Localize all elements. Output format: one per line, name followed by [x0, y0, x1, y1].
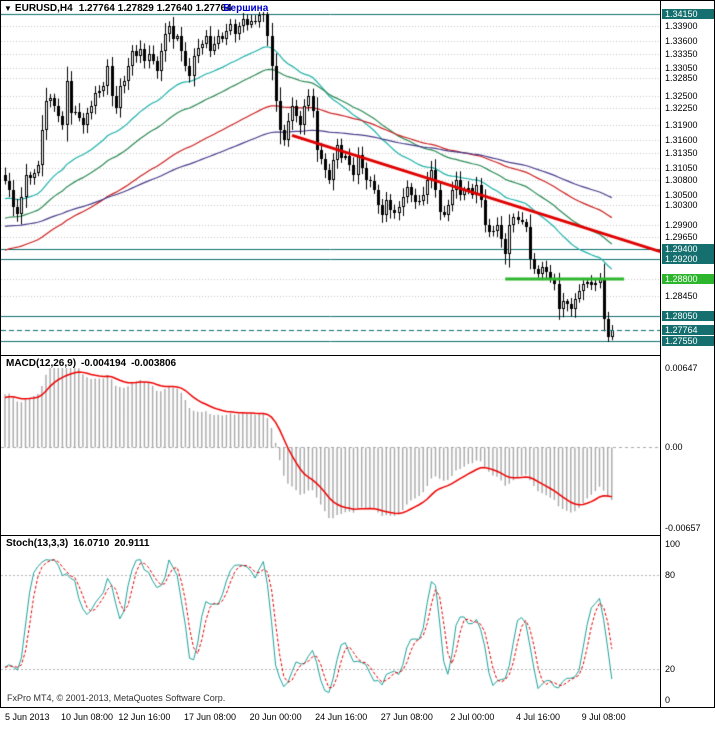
price-axis[interactable]: 1.34150 1.33900 1.33600 1.33350 1.33050 1.328… — [660, 1, 714, 707]
chart-symbol-timeframe: EURUSD,H4 — [14, 3, 73, 14]
price-level-label: 1.27550 — [662, 336, 714, 346]
broker-watermark: FxPro MT4, © 2001-2013, MetaQuotes Softw… — [7, 693, 226, 703]
time-axis[interactable]: 5 Jun 2013 10 Jun 08:00 12 Jun 16:00 17 Jun… — [0, 708, 715, 730]
time-axis-label: 4 Jul 16:00 — [515, 712, 561, 722]
panel-separator[interactable] — [1, 355, 714, 356]
price-tick-label: 1.32850 — [665, 73, 698, 83]
price-tick-label: 1.31050 — [665, 163, 698, 173]
price-level-label: 1.29400 — [662, 244, 714, 254]
macd-axis-label: -0.00657 — [665, 523, 701, 533]
price-chart-canvas[interactable] — [1, 1, 660, 355]
price-tick-label: 1.33600 — [665, 36, 698, 46]
price-tick-label: 1.31350 — [665, 148, 698, 158]
time-axis-label: 9 Jul 08:00 — [581, 712, 626, 722]
price-level-label: 1.27764 — [662, 325, 714, 335]
stoch-value-k: 16.0710 — [73, 538, 110, 549]
stoch-indicator-name: Stoch(13,3,3) — [6, 538, 69, 549]
price-level-label: 1.34150 — [662, 9, 714, 19]
price-tick-label: 1.31900 — [665, 120, 698, 130]
stoch-axis-label: 100 — [665, 539, 681, 549]
chart-ohlc-header: ▼ EURUSD,H4 1.27764 1.27829 1.27640 1.2776… — [4, 3, 232, 14]
time-axis-label: 5 Jun 2013 — [5, 712, 50, 722]
stoch-indicator-header: Stoch(13,3,3) 16.0710 20.9111 — [6, 538, 154, 549]
stoch-axis-label: 80 — [665, 570, 676, 580]
price-tick-label: 1.30300 — [665, 200, 698, 210]
price-tick-label: 1.33900 — [665, 21, 698, 31]
chart-ohlc-values: 1.27764 1.27829 1.27640 1.27764 — [78, 3, 232, 14]
macd-indicator-name: MACD(12,26,9) — [6, 358, 77, 369]
price-tick-label: 1.28450 — [665, 291, 698, 301]
peak-annotation: Вершина — [223, 3, 269, 14]
price-tick-label: 1.30800 — [665, 175, 698, 185]
stoch-axis-label: 0 — [665, 695, 671, 705]
macd-axis-label: 0.00647 — [665, 363, 698, 373]
stochastic-canvas[interactable] — [1, 536, 660, 707]
time-axis-label: 17 Jun 08:00 — [183, 712, 237, 722]
stoch-value-d: 20.9111 — [114, 538, 150, 549]
chart-dropdown-icon[interactable]: ▼ — [4, 4, 12, 13]
panel-separator[interactable] — [1, 535, 714, 536]
time-axis-label: 10 Jun 08:00 — [60, 712, 114, 722]
chart-frame: 1.34150 1.33900 1.33600 1.33350 1.33050 1.328… — [0, 0, 715, 708]
macd-value-signal: -0.003806 — [131, 358, 177, 369]
price-tick-label: 1.31600 — [665, 135, 698, 145]
price-tick-label: 1.32250 — [665, 103, 698, 113]
time-axis-label: 2 Jul 00:00 — [450, 712, 495, 722]
price-tick-label: 1.29650 — [665, 232, 698, 242]
macd-canvas[interactable] — [1, 356, 660, 535]
price-level-label: 1.29200 — [662, 254, 714, 264]
macd-value-main: -0.004194 — [81, 358, 127, 369]
time-axis-label: 12 Jun 16:00 — [118, 712, 171, 722]
macd-axis-label: 0.00 — [665, 442, 683, 452]
time-axis-label: 24 Jun 16:00 — [315, 712, 368, 722]
price-tick-label: 1.33050 — [665, 63, 698, 73]
macd-indicator-header: MACD(12,26,9) -0.004194 -0.003806 — [6, 358, 181, 369]
stoch-axis-label: 20 — [665, 664, 676, 674]
price-tick-label: 1.33350 — [665, 49, 698, 59]
price-tick-label: 1.29900 — [665, 220, 698, 230]
price-tick-label: 1.32500 — [665, 91, 698, 101]
time-axis-label: 20 Jun 00:00 — [249, 712, 302, 722]
time-axis-label: 27 Jun 08:00 — [380, 712, 433, 722]
price-level-label: 1.28050 — [662, 311, 714, 321]
price-level-label: 1.28800 — [662, 274, 714, 284]
price-tick-label: 1.30500 — [665, 190, 698, 200]
